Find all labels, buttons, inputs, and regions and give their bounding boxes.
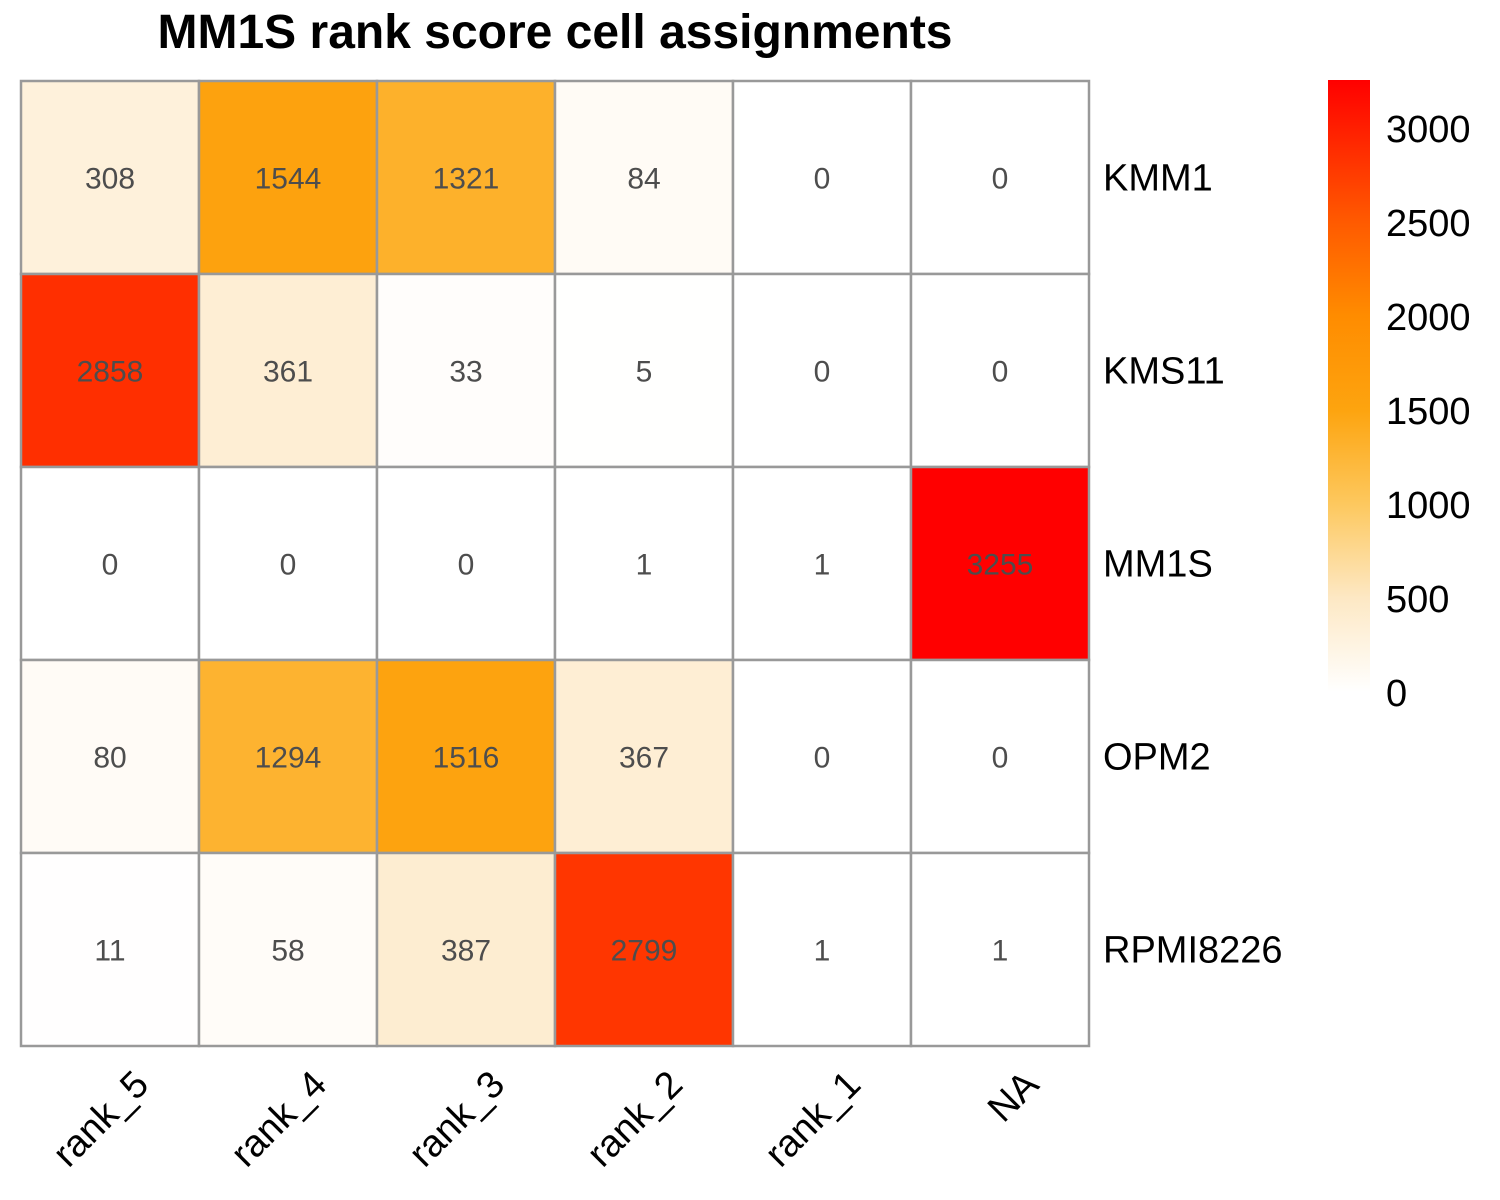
- color-legend: 0 500 1000 1500 2000 2500 3000: [1328, 80, 1471, 715]
- column-labels: rank_5 rank_4 rank_3 rank_2 rank_1 NA: [45, 1063, 1047, 1175]
- cell-value-label: 1: [992, 935, 1009, 968]
- cell-value-label: 1: [636, 549, 653, 582]
- cell-value-label: 1: [814, 935, 831, 968]
- cell-value-label: 0: [992, 163, 1009, 196]
- heatmap-cell: [909, 272, 1091, 469]
- heatmap-cell: [197, 658, 379, 855]
- row-label: OPM2: [1103, 737, 1211, 779]
- cell-value-label: 3255: [967, 549, 1034, 582]
- column-label: NA: [980, 1063, 1047, 1130]
- heatmap-cell: [19, 658, 201, 855]
- heatmap-cell: [19, 79, 201, 276]
- cell-value-label: 387: [441, 935, 491, 968]
- cell-value-label: 0: [814, 356, 831, 389]
- row-label: KMS11: [1103, 351, 1225, 393]
- legend-tick-label: 1500: [1386, 391, 1471, 433]
- heatmap-cell: [19, 465, 201, 662]
- cell-value-label: 0: [992, 356, 1009, 389]
- cell-value-label: 1: [814, 549, 831, 582]
- row-label: RPMI8226: [1103, 930, 1283, 972]
- legend-tick-label: 0: [1386, 673, 1407, 715]
- heatmap-cell: [375, 658, 557, 855]
- cell-value-label: 2858: [77, 356, 144, 389]
- cell-value-label: 0: [102, 549, 119, 582]
- heatmap-cell: [197, 272, 379, 469]
- cell-value-label: 1544: [255, 163, 322, 196]
- cell-value-label: 2799: [611, 935, 678, 968]
- legend-tick-label: 2000: [1386, 297, 1471, 339]
- column-label: rank_2: [579, 1063, 691, 1175]
- heatmap-cell: [909, 79, 1091, 276]
- heatmap-cell: [909, 465, 1091, 662]
- heatmap-cell: [731, 658, 913, 855]
- heatmap-cell: [553, 851, 735, 1048]
- heatmap-cell: [553, 465, 735, 662]
- row-label: KMM1: [1103, 158, 1213, 200]
- heatmap-cell: [553, 79, 735, 276]
- legend-tick-label: 2500: [1386, 203, 1471, 245]
- column-label: rank_4: [223, 1063, 335, 1175]
- cell-value-label: 80: [93, 742, 126, 775]
- cell-value-label: 1294: [255, 742, 322, 775]
- cell-value-label: 5: [636, 356, 653, 389]
- heatmap-cell: [197, 465, 379, 662]
- cell-value-label: 58: [271, 935, 304, 968]
- row-labels: KMM1 KMS11 MM1S OPM2 RPMI8226: [1103, 158, 1283, 972]
- cell-value-label: 84: [627, 163, 660, 196]
- legend-tick-label: 3000: [1386, 109, 1471, 151]
- row-label: MM1S: [1103, 544, 1213, 586]
- cell-value-label: 33: [449, 356, 482, 389]
- cell-value-label: 0: [814, 742, 831, 775]
- cell-value-label: 0: [992, 742, 1009, 775]
- cell-value-label: 367: [619, 742, 669, 775]
- cell-value-label: 1516: [433, 742, 500, 775]
- legend-color-bar: [1328, 80, 1370, 692]
- legend-tick-label: 1000: [1386, 485, 1471, 527]
- cell-value-label: 308: [85, 163, 135, 196]
- cell-value-label: 0: [814, 163, 831, 196]
- cell-value-label: 0: [458, 549, 475, 582]
- heatmap-cell: [197, 79, 379, 276]
- heatmap-cell: [553, 272, 735, 469]
- column-label: rank_3: [401, 1063, 513, 1175]
- column-label: rank_1: [757, 1063, 869, 1175]
- heatmap-cell: [375, 851, 557, 1048]
- heatmap-cell: [19, 851, 201, 1048]
- heatmap-cell: [731, 465, 913, 662]
- chart-title: MM1S rank score cell assignments: [158, 6, 953, 59]
- column-label: rank_5: [45, 1063, 157, 1175]
- cell-value-label: 1321: [433, 163, 500, 196]
- heatmap-cell: [731, 79, 913, 276]
- heatmap-cell: [731, 851, 913, 1048]
- cell-value-label: 0: [280, 549, 297, 582]
- heatmap-cell: [553, 658, 735, 855]
- heatmap-cell: [909, 658, 1091, 855]
- legend-tick-label: 500: [1386, 579, 1449, 621]
- heatmap-cell: [375, 79, 557, 276]
- cell-value-label: 11: [94, 935, 125, 968]
- heatmap-cell: [909, 851, 1091, 1048]
- cell-value-label: 361: [263, 356, 313, 389]
